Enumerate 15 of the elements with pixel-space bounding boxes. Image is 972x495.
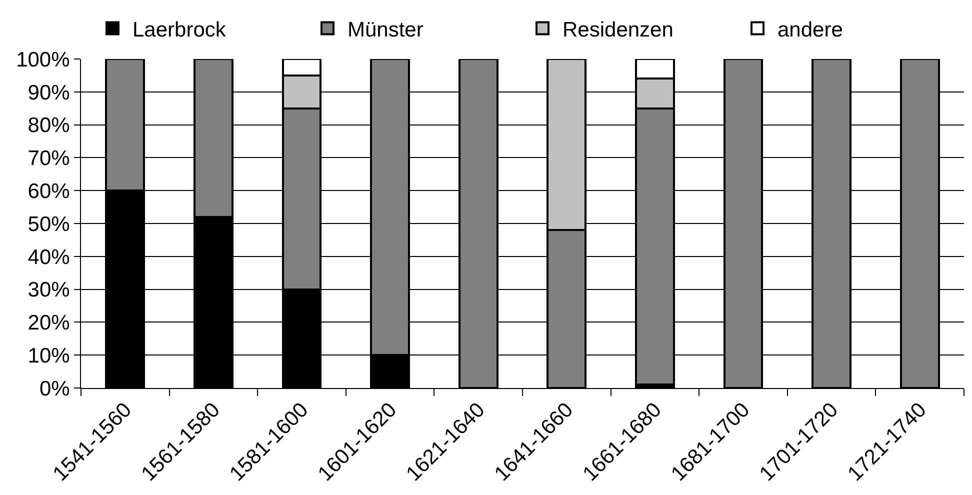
y-tick-label: 90%: [28, 81, 70, 104]
y-tick-label: 50%: [28, 212, 70, 236]
legend-label: Münster: [348, 18, 424, 42]
y-tick-label: 30%: [28, 278, 70, 302]
y-tick-label: 40%: [28, 246, 70, 269]
legend-label: andere: [778, 18, 843, 42]
y-tick-label: 60%: [28, 180, 70, 203]
legend-label: Residenzen: [562, 18, 674, 42]
y-tick-label: 100%: [16, 48, 70, 72]
y-tick-label: 70%: [28, 147, 70, 170]
y-tick-label: 20%: [28, 312, 70, 335]
y-tick-label: 10%: [28, 344, 70, 368]
legend-label: Laerbrock: [132, 18, 226, 42]
y-tick-label: 0%: [39, 377, 70, 400]
y-tick-label: 80%: [28, 114, 70, 138]
